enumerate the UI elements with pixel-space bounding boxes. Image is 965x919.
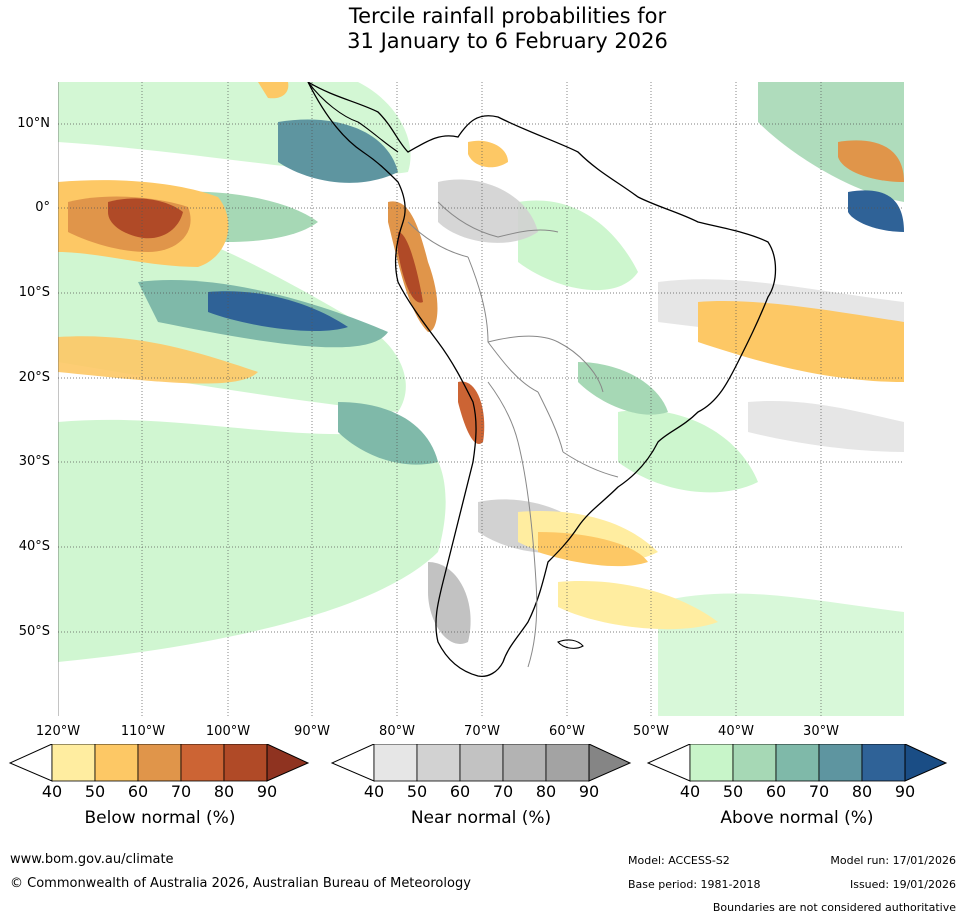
lat-label-10s: 10°S (18, 285, 50, 300)
colorbar-near-swatch (545, 744, 590, 782)
colorbar-below-swatch (180, 744, 225, 782)
colorbar-near-normal (330, 744, 632, 782)
below-normal-title: Below normal (%) (84, 808, 236, 828)
title-line-2: 31 January to 6 February 2026 (347, 29, 668, 53)
footer-copyright: © Commonwealth of Australia 2026, Austra… (10, 876, 471, 891)
below-normal-regions (58, 82, 904, 630)
below-tick: 40 (41, 782, 63, 801)
lon-label-40w: 40°W (718, 724, 754, 739)
colorbar-below-swatch (94, 744, 139, 782)
falkland-islands (557, 639, 584, 649)
near-tick: 90 (578, 782, 600, 801)
colorbar-above-arrow-high (904, 744, 948, 782)
lon-label-70w: 70°W (464, 724, 500, 739)
colorbar-below-swatch (137, 744, 182, 782)
colorbar-near-swatch (502, 744, 547, 782)
colorbar-above-swatch (775, 744, 820, 782)
near-tick: 50 (406, 782, 428, 801)
colorbar-below-swatch (223, 744, 268, 782)
above-normal-title: Above normal (%) (720, 808, 874, 828)
lat-label-10n: 10°N (17, 116, 50, 131)
near-tick: 40 (363, 782, 385, 801)
above-tick: 40 (679, 782, 701, 801)
lat-label-50s: 50°S (18, 624, 50, 639)
lon-label-30w: 30°W (803, 724, 839, 739)
above-tick: 60 (765, 782, 787, 801)
lat-label-40s: 40°S (18, 539, 50, 554)
colorbar-above-arrow-low (646, 744, 691, 782)
colorbar-near-arrow-low (330, 744, 375, 782)
colorbar-below-arrow-high (266, 744, 310, 782)
below-tick: 70 (170, 782, 192, 801)
lon-label-90w: 90°W (294, 724, 330, 739)
below-tick: 50 (84, 782, 106, 801)
near-tick: 80 (535, 782, 557, 801)
lon-label-50w: 50°W (633, 724, 669, 739)
coastline-central-america (307, 82, 399, 153)
map-canvas (58, 82, 904, 716)
colorbar-above-swatch (689, 744, 734, 782)
below-tick: 90 (256, 782, 278, 801)
colorbar-near-arrow-high (588, 744, 632, 782)
above-tick: 70 (808, 782, 830, 801)
above-tick: 80 (851, 782, 873, 801)
colorbar-near-swatch (373, 744, 418, 782)
lon-label-110w: 110°W (120, 724, 166, 739)
near-normal-title: Near normal (%) (410, 808, 552, 828)
colorbar-below-swatch (51, 744, 96, 782)
below-tick: 80 (213, 782, 235, 801)
colorbar-above-normal (646, 744, 948, 782)
lat-label-30s: 30°S (18, 454, 50, 469)
lon-label-80w: 80°W (379, 724, 415, 739)
footer-url[interactable]: www.bom.gov.au/climate (10, 852, 174, 867)
footer-disclaimer: Boundaries are not considered authoritat… (712, 901, 956, 914)
lon-label-120w: 120°W (35, 724, 81, 739)
below-tick: 60 (127, 782, 149, 801)
colorbar-near-swatch (416, 744, 461, 782)
lat-label-0: 0° (35, 200, 50, 215)
colorbar-near-swatch (459, 744, 504, 782)
rainfall-probability-map (58, 82, 904, 716)
near-tick: 60 (449, 782, 471, 801)
colorbar-below-normal (8, 744, 310, 782)
footer-base-period: Base period: 1981-2018 (628, 878, 761, 891)
lon-label-100w: 100°W (205, 724, 251, 739)
map-title: Tercile rainfall probabilities for 31 Ja… (0, 4, 965, 54)
colorbar-above-swatch (861, 744, 906, 782)
near-tick: 70 (492, 782, 514, 801)
colorbar-below-arrow-low (8, 744, 53, 782)
colorbar-above-swatch (818, 744, 863, 782)
colorbar-above-swatch (732, 744, 777, 782)
footer-model-run: Model run: 17/01/2026 (830, 854, 956, 867)
title-line-1: Tercile rainfall probabilities for (348, 4, 667, 28)
footer-issued: Issued: 19/01/2026 (849, 878, 956, 891)
lon-label-60w: 60°W (549, 724, 585, 739)
above-tick: 50 (722, 782, 744, 801)
coastline-south-america (307, 82, 777, 678)
country-borders (407, 201, 619, 668)
lat-label-20s: 20°S (18, 370, 50, 385)
above-tick: 90 (894, 782, 916, 801)
graticule (58, 82, 904, 716)
footer-model: Model: ACCESS-S2 (628, 854, 730, 867)
